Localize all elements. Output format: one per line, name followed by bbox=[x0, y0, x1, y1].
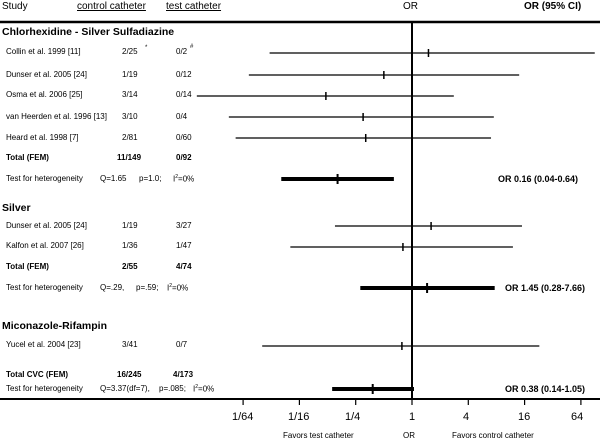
study-control: 1/19 bbox=[122, 221, 138, 230]
x-tick-label: 16 bbox=[518, 411, 531, 423]
x-tick-label: 1/4 bbox=[345, 411, 361, 423]
group-title-mr: Miconazole-Rifampin bbox=[2, 320, 108, 332]
heterogeneity-q: Q=1.65 bbox=[100, 174, 127, 183]
group-total-control: 2/55 bbox=[122, 262, 138, 271]
heterogeneity-label: Test for heterogeneity bbox=[6, 384, 83, 393]
overall-test: 4/173 bbox=[173, 370, 194, 379]
heterogeneity-p: p=.59; bbox=[136, 283, 159, 292]
study-label: Heard et al. 1998 [7] bbox=[6, 133, 79, 142]
study-test: 1/47 bbox=[176, 241, 192, 250]
heterogeneity-q: Q=3.37(df=7), bbox=[100, 384, 150, 393]
study-test: 0/2 bbox=[176, 47, 188, 56]
study-label: Osma et al. 2006 [25] bbox=[6, 90, 83, 99]
x-label-left: Favors test catheter bbox=[283, 431, 354, 440]
heterogeneity-p: p=.085; bbox=[159, 384, 186, 393]
heterogeneity-i2: I2=0% bbox=[173, 174, 195, 184]
group-title-silver: Silver bbox=[2, 202, 31, 214]
x-tick-label: 4 bbox=[463, 411, 470, 423]
header-control: control catheter bbox=[77, 1, 146, 12]
x-tick-label: 1/16 bbox=[288, 411, 310, 423]
group-total-test: 0/92 bbox=[176, 153, 192, 162]
study-test: 0/12 bbox=[176, 70, 192, 79]
study-test: 0/4 bbox=[176, 112, 188, 121]
study-control: 3/14 bbox=[122, 90, 138, 99]
study-control-mark: * bbox=[145, 45, 148, 51]
study-control: 1/36 bbox=[122, 241, 138, 250]
overall-label: Total CVC (FEM) bbox=[6, 370, 69, 379]
study-control: 2/81 bbox=[122, 133, 138, 142]
study-label: Collin et al. 1999 [11] bbox=[6, 47, 81, 56]
header-study: Study bbox=[2, 1, 28, 12]
group-total-control: 11/149 bbox=[117, 153, 142, 162]
study-control: 3/41 bbox=[122, 340, 138, 349]
x-tick-label: 64 bbox=[571, 411, 584, 423]
group-total-label: Total (FEM) bbox=[6, 262, 49, 271]
header-or-ci: OR (95% CI) bbox=[524, 1, 582, 12]
study-test: 3/27 bbox=[176, 221, 192, 230]
study-test: 0/14 bbox=[176, 90, 192, 99]
group-total-label: Total (FEM) bbox=[6, 153, 49, 162]
header-test: test catheter bbox=[166, 1, 222, 12]
overall-control: 16/245 bbox=[117, 370, 142, 379]
x-label-center: OR bbox=[403, 431, 415, 440]
heterogeneity-label: Test for heterogeneity bbox=[6, 283, 83, 292]
study-label: Kalfon et al. 2007 [26] bbox=[6, 241, 84, 250]
x-tick-label: 1/64 bbox=[232, 411, 254, 423]
study-test-mark: # bbox=[190, 44, 194, 50]
group-title-chx-ssd: Chlorhexidine - Silver Sulfadiazine bbox=[2, 26, 175, 38]
study-label: Yucel et al. 2004 [23] bbox=[6, 340, 81, 349]
heterogeneity-i2: I2=0% bbox=[193, 384, 215, 394]
study-test: 0/60 bbox=[176, 133, 192, 142]
study-control: 3/10 bbox=[122, 112, 138, 121]
pooled-or-text: OR 0.16 (0.04-0.64) bbox=[498, 174, 579, 184]
study-label: van Heerden et al. 1996 [13] bbox=[6, 112, 107, 121]
pooled-or-text: OR 1.45 (0.28-7.66) bbox=[505, 283, 586, 293]
study-test: 0/7 bbox=[176, 340, 188, 349]
x-label-right: Favors control catheter bbox=[452, 431, 534, 440]
study-control: 1/19 bbox=[122, 70, 138, 79]
heterogeneity-p: p=1.0; bbox=[139, 174, 162, 183]
study-control: 2/25 bbox=[122, 47, 138, 56]
heterogeneity-i2: I2=0% bbox=[167, 283, 189, 293]
study-label: Dunser et al. 2005 [24] bbox=[6, 70, 87, 79]
pooled-or-text: OR 0.38 (0.14-1.05) bbox=[505, 384, 586, 394]
heterogeneity-label: Test for heterogeneity bbox=[6, 174, 83, 183]
study-label: Dunser et al. 2005 [24] bbox=[6, 221, 87, 230]
group-total-test: 4/74 bbox=[176, 262, 192, 271]
header-or: OR bbox=[403, 1, 418, 12]
x-tick-label: 1 bbox=[409, 411, 416, 423]
heterogeneity-q: Q=.29, bbox=[100, 283, 125, 292]
